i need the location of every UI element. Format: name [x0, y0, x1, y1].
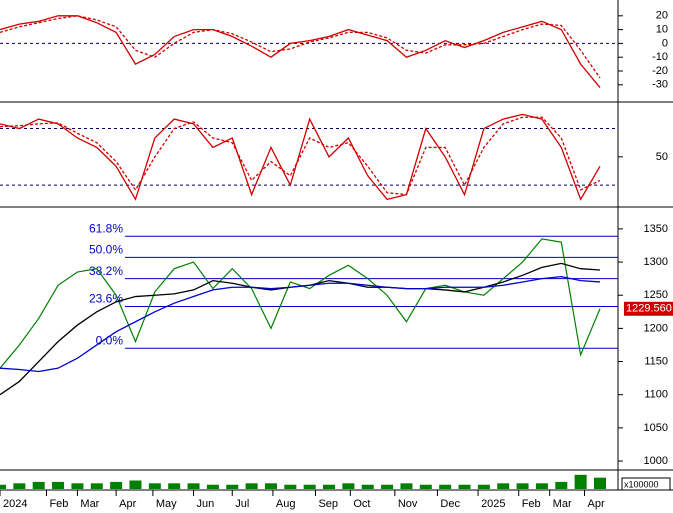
series-line [0, 275, 601, 373]
volume-bar [419, 484, 432, 489]
x-tick-label: Mar [80, 498, 99, 510]
y-tick-label: 1200 [644, 322, 668, 334]
x-tick-label: Apr [119, 498, 136, 510]
fib-label: 38.2% [89, 264, 123, 278]
volume-bar [381, 484, 394, 489]
volume-bar [90, 483, 103, 489]
fib-label: 61.8% [89, 221, 123, 235]
fib-label: 50.0% [89, 243, 123, 257]
y-tick-label: 1050 [644, 422, 668, 434]
y-tick-label: 1350 [644, 223, 668, 235]
x-tick-label: Feb [522, 498, 541, 510]
volume-bar [264, 483, 277, 489]
volume-bar [303, 484, 316, 489]
x-tick-label: 2025 [481, 498, 505, 510]
volume-bar [32, 481, 45, 489]
x-tick-label: Nov [398, 498, 418, 510]
volume-bar [497, 483, 510, 489]
series-line [0, 15, 601, 88]
series-line [0, 113, 601, 201]
volume-bar [129, 480, 142, 489]
x-tick-label: Apr [588, 498, 605, 510]
x-tick-label: Sep [318, 498, 338, 510]
series-line [0, 116, 601, 196]
x-tick-label: May [156, 498, 177, 510]
y-tick-label: -10 [652, 51, 668, 63]
volume-bar [71, 483, 84, 489]
volume-bar [439, 484, 452, 489]
volume-bar [574, 474, 587, 489]
y-tick-label: 1250 [644, 289, 668, 301]
axis-label-box [621, 477, 671, 491]
volume-bar [13, 483, 26, 489]
y-tick-label: 0 [662, 37, 668, 49]
volume-bar [555, 481, 568, 489]
volume-bar [477, 484, 490, 489]
y-tick-label: 1100 [644, 389, 668, 401]
volume-bar [516, 483, 529, 489]
series-line [0, 238, 601, 369]
y-tick-label: 1300 [644, 256, 668, 268]
y-tick-label: -30 [652, 79, 668, 91]
last-price-label: 1229.560 [626, 303, 672, 315]
volume-bar [206, 484, 219, 489]
y-tick-label: 1000 [644, 455, 668, 467]
axis-label: x100000 [624, 479, 659, 489]
volume-bar [226, 484, 239, 489]
last-price-box [624, 301, 673, 316]
y-tick-label: 20 [656, 10, 668, 22]
volume-bar [148, 483, 161, 489]
volume-bar [342, 483, 355, 489]
volume-bar [400, 483, 413, 489]
volume-bar [535, 483, 548, 489]
volume-bar [594, 477, 606, 489]
x-tick-label: Oct [353, 498, 370, 510]
volume-bar [458, 484, 471, 489]
volume-bar [110, 481, 123, 489]
x-tick-label: Dec [440, 498, 460, 510]
y-tick-label: 50 [656, 151, 668, 163]
y-tick-label: -20 [652, 65, 668, 77]
x-tick-label: Feb [49, 498, 68, 510]
volume-bar [323, 484, 336, 489]
y-tick-label: 10 [656, 24, 668, 36]
volume-bar [168, 483, 181, 489]
x-tick-label: Jun [197, 498, 215, 510]
volume-bar [361, 484, 374, 489]
volume-bar [0, 484, 6, 489]
x-tick-label: Aug [276, 498, 296, 510]
x-tick-label: 2024 [3, 498, 27, 510]
series-line [0, 15, 601, 79]
volume-bar [52, 481, 65, 489]
volume-bar [284, 484, 297, 489]
volume-bar [187, 483, 200, 489]
volume-bar [245, 483, 258, 489]
x-tick-label: Mar [553, 498, 572, 510]
x-tick-label: Jul [235, 498, 249, 510]
y-tick-label: 1150 [644, 355, 668, 367]
fib-label: 0.0% [96, 333, 124, 347]
